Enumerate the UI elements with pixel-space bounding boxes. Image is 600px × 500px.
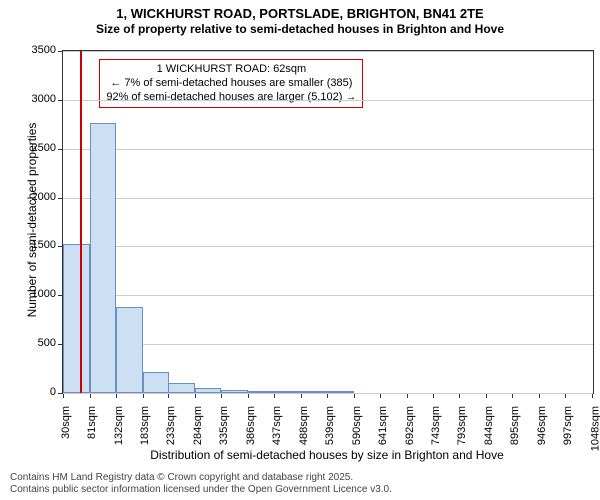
gridline	[63, 246, 593, 247]
histogram-bar	[301, 391, 328, 393]
x-tick-label: 844sqm	[483, 406, 495, 445]
gridline	[63, 295, 593, 296]
y-tick-label: 2500	[0, 142, 56, 154]
y-tick-label: 1500	[0, 239, 56, 251]
x-tick-label: 539sqm	[324, 406, 336, 445]
x-tick-label: 692sqm	[404, 406, 416, 445]
histogram-bar	[327, 391, 354, 393]
y-tick-label: 3000	[0, 93, 56, 105]
reference-line	[80, 51, 82, 393]
x-tick-label: 30sqm	[60, 406, 72, 439]
histogram-bar	[168, 383, 195, 393]
page-title: 1, WICKHURST ROAD, PORTSLADE, BRIGHTON, …	[0, 0, 600, 22]
x-tick-label: 946sqm	[536, 406, 548, 445]
histogram-bar	[248, 391, 275, 393]
annotation-line1: 1 WICKHURST ROAD: 62sqm	[106, 63, 356, 77]
gridline	[63, 198, 593, 199]
y-tick-label: 3500	[0, 44, 56, 56]
histogram-bar	[63, 244, 90, 393]
histogram-bar	[143, 372, 170, 393]
x-tick-label: 488sqm	[298, 406, 310, 445]
footer-line1: Contains HM Land Registry data © Crown c…	[10, 472, 392, 484]
annotation-line2: ← 7% of semi-detached houses are smaller…	[106, 77, 356, 91]
x-tick-label: 132sqm	[113, 406, 125, 445]
y-tick-label: 0	[0, 386, 56, 398]
x-tick-label: 81sqm	[87, 406, 99, 439]
x-tick-label: 284sqm	[192, 406, 204, 445]
plot-area: 1 WICKHURST ROAD: 62sqm ← 7% of semi-det…	[62, 50, 594, 394]
x-tick-label: 743sqm	[430, 406, 442, 445]
x-tick-label: 590sqm	[351, 406, 363, 445]
x-tick-label: 183sqm	[140, 406, 152, 445]
x-tick-label: 895sqm	[509, 406, 521, 445]
gridline	[63, 149, 593, 150]
x-tick-label: 335sqm	[218, 406, 230, 445]
x-tick-label: 997sqm	[562, 406, 574, 445]
x-tick-label: 793sqm	[456, 406, 468, 445]
y-tick-label: 500	[0, 337, 56, 349]
histogram-bar	[116, 307, 143, 393]
y-tick-label: 1000	[0, 288, 56, 300]
histogram-bar	[274, 391, 301, 393]
x-tick-label: 1048sqm	[589, 406, 600, 451]
x-tick-label: 641sqm	[377, 406, 389, 445]
footer-line2: Contains public sector information licen…	[10, 484, 392, 496]
x-tick-label: 437sqm	[271, 406, 283, 445]
histogram-bar	[90, 123, 117, 393]
chart-container: 1, WICKHURST ROAD, PORTSLADE, BRIGHTON, …	[0, 0, 600, 500]
gridline	[63, 100, 593, 101]
histogram-bar	[221, 390, 248, 393]
x-tick-label: 233sqm	[165, 406, 177, 445]
histogram-bar	[195, 388, 222, 393]
gridline	[63, 51, 593, 52]
x-tick-label: 386sqm	[245, 406, 257, 445]
y-axis-label: Number of semi-detached properties	[25, 90, 39, 350]
page-subtitle: Size of property relative to semi-detach…	[0, 22, 600, 36]
footer: Contains HM Land Registry data © Crown c…	[10, 472, 392, 496]
annotation-line3: 92% of semi-detached houses are larger (…	[106, 91, 356, 105]
x-axis-label: Distribution of semi-detached houses by …	[62, 448, 592, 462]
annotation-box: 1 WICKHURST ROAD: 62sqm ← 7% of semi-det…	[99, 59, 363, 108]
y-tick-label: 2000	[0, 191, 56, 203]
gridline	[63, 344, 593, 345]
